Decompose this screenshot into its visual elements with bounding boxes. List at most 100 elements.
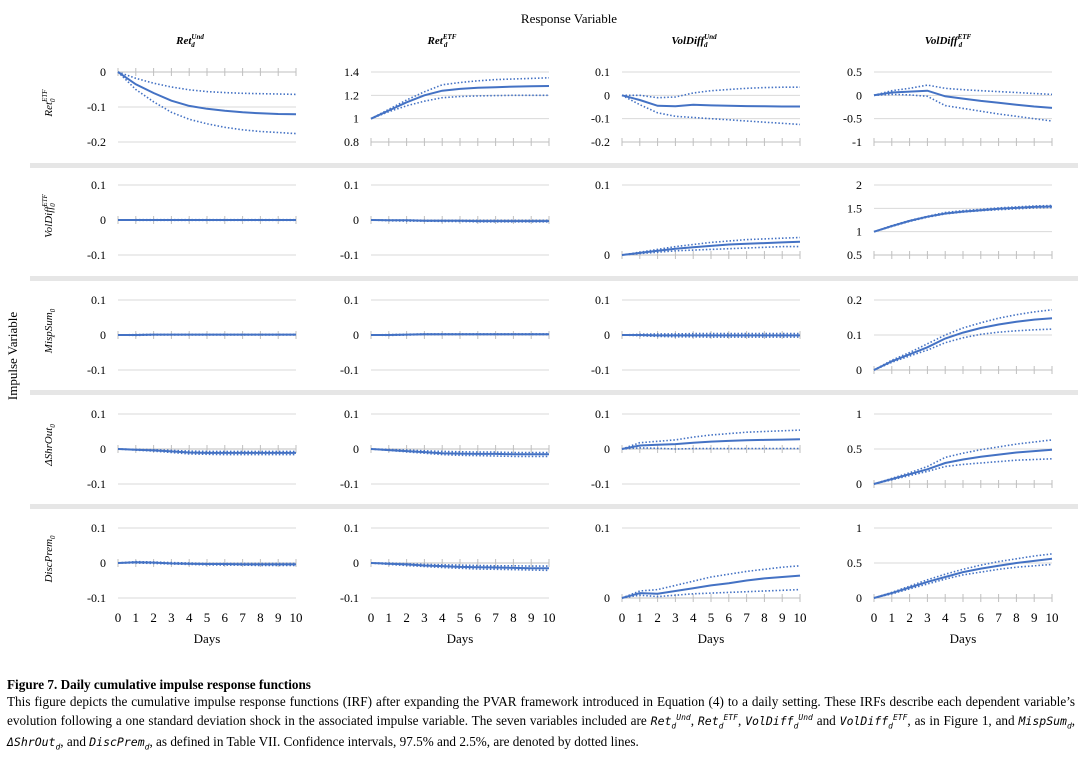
panel-r4-c3: 10.50 [847, 521, 1053, 605]
y-tick-label: 0.5 [847, 442, 862, 456]
row-separator [30, 163, 1078, 168]
ci-lower-line [117, 71, 297, 135]
panel-r1-c0: 0.1 0 -0.1 [87, 178, 297, 262]
y-tick-label: 0.1 [344, 521, 359, 535]
panel-r3-c2: 0.1 0 -0.1 [591, 407, 801, 491]
panel-r4-c2: 0.10 [595, 521, 801, 605]
irf-line [873, 317, 1053, 371]
caption-var-voldiff-und: VolDiffdUnd [745, 713, 813, 731]
panel-r2-c0: 0.1 0 -0.1 [87, 293, 297, 377]
ci-lower-line [873, 458, 1053, 485]
y-tick-label: 1 [856, 225, 862, 239]
ci-upper-line [622, 86, 800, 99]
panel-r4-c1: 0.1 0 -0.1 [340, 521, 550, 605]
y-tick-label: 0.1 [595, 407, 610, 421]
panel-r3-c3: 10.50 [847, 407, 1053, 491]
panel-r0-c1: 1.4 1.2 1 0.8 [344, 65, 550, 149]
irf-line [621, 574, 801, 599]
x-tick-label: 7 [239, 610, 246, 625]
caption-var-ret-etf: RetdETF [697, 713, 738, 731]
y-tick-label: 0.5 [847, 248, 862, 262]
ci-upper-line [117, 560, 296, 565]
irf-line [621, 94, 800, 108]
y-tick-label: 0 [100, 442, 106, 456]
y-tick-label: 0.5 [847, 556, 862, 570]
y-tick-label: 0 [604, 442, 610, 456]
ci-lower-line [118, 562, 296, 567]
x-tick-label: 3 [168, 610, 175, 625]
y-tick-label: 0 [604, 88, 610, 102]
row-separator [30, 504, 1078, 509]
x-tick-label: 5 [960, 610, 967, 625]
x-tick-label: 3 [924, 610, 931, 625]
y-tick-label: 0 [100, 65, 106, 79]
y-tick-label: -0.1 [87, 477, 106, 491]
x-tick-label: 2 [906, 610, 913, 625]
y-tick-label: 0 [100, 556, 106, 570]
y-tick-label: -0.5 [843, 112, 862, 126]
figure-caption: Figure 7. Daily cumulative impulse respo… [7, 677, 1075, 755]
ci-lower-line [873, 328, 1053, 371]
row-label: RetETF0 [41, 89, 57, 118]
x-tick-label: 1 [133, 610, 140, 625]
y-tick-label: 0.1 [91, 178, 106, 192]
y-tick-label: 0.1 [595, 178, 610, 192]
y-tick-label: 0 [604, 248, 610, 262]
caption-title: Figure 7. Daily cumulative impulse respo… [7, 677, 311, 692]
panel-r1-c1: 0.1 0 -0.1 [340, 178, 550, 262]
ci-lower-line [370, 333, 549, 337]
caption-line3c: , as defined in Table VII. Confidence in… [149, 734, 639, 750]
x-tick-label: 1 [386, 610, 393, 625]
y-tick-label: -0.2 [591, 135, 610, 149]
y-tick-label: 0 [856, 591, 862, 605]
y-tick-label: 0.1 [91, 407, 106, 421]
x-tick-label: 6 [475, 610, 482, 625]
x-tick-label: 6 [978, 610, 985, 625]
panel-r0-c0: 0 -0.1 -0.2 [87, 65, 297, 149]
x-tick-label: 8 [761, 610, 768, 625]
y-tick-label: 0 [856, 88, 862, 102]
y-tick-label: 1 [353, 112, 359, 126]
x-tick-label: 5 [708, 610, 715, 625]
panel-r2-c1: 0.1 0 -0.1 [340, 293, 550, 377]
x-tick-label: 9 [528, 610, 535, 625]
y-tick-label: 0 [353, 213, 359, 227]
x-axis-title: Days [447, 631, 474, 646]
ci-lower-line [873, 93, 1053, 122]
x-tick-label: 4 [942, 610, 949, 625]
y-tick-label: 0 [353, 328, 359, 342]
x-tick-label: 7 [492, 610, 499, 625]
panel-grid: 0-0.1-0.21.41.210.80.10-0.1-0.20.50-0.5-… [87, 65, 1053, 605]
y-tick-label: -0.1 [340, 248, 359, 262]
ci-upper-line [117, 71, 297, 96]
x-tick-label: 5 [204, 610, 211, 625]
x-tick-label: 0 [115, 610, 122, 625]
row-labels: RetETF0 VolDiffETF0 MispSum0 ΔShrOut0 DiscPr… [41, 89, 57, 584]
ci-lower-line [370, 94, 549, 120]
x-tick-label: 0 [368, 610, 375, 625]
column-label: RetUnd d [175, 33, 204, 49]
ci-upper-line [371, 562, 549, 567]
panel-r1-c3: 2 1.5 1 0.5 [847, 178, 1053, 262]
y-tick-label: 0.1 [595, 521, 610, 535]
y-tick-label: 1 [856, 407, 862, 421]
x-tick-label: 9 [1031, 610, 1038, 625]
ci-upper-line [117, 448, 296, 453]
y-tick-label: 1.4 [344, 65, 359, 79]
x-axis-title: Days [698, 631, 725, 646]
caption-line1: This figure depicts the cumulative impul… [7, 694, 962, 709]
y-tick-label: 0.1 [595, 65, 610, 79]
y-tick-label: -1 [852, 135, 862, 149]
ci-upper-line [621, 332, 800, 336]
x-axis-title: Days [194, 631, 221, 646]
y-tick-label: 0.1 [344, 407, 359, 421]
panel-r3-c0: 0.1 0 -0.1 [87, 407, 297, 491]
panel-r0-c2: 0.1 0 -0.1 -0.2 [591, 65, 801, 149]
y-tick-label: 1.5 [847, 201, 862, 215]
irf-figure: Response Variable Impulse Variable RetUn… [5, 11, 1078, 646]
x-tick-label: 4 [439, 610, 446, 625]
x-tick-label: 9 [275, 610, 282, 625]
panel-r2-c2: 0.1 0 -0.1 [591, 293, 801, 377]
caption-line3a: , as in Figure 1, and [907, 712, 1015, 728]
